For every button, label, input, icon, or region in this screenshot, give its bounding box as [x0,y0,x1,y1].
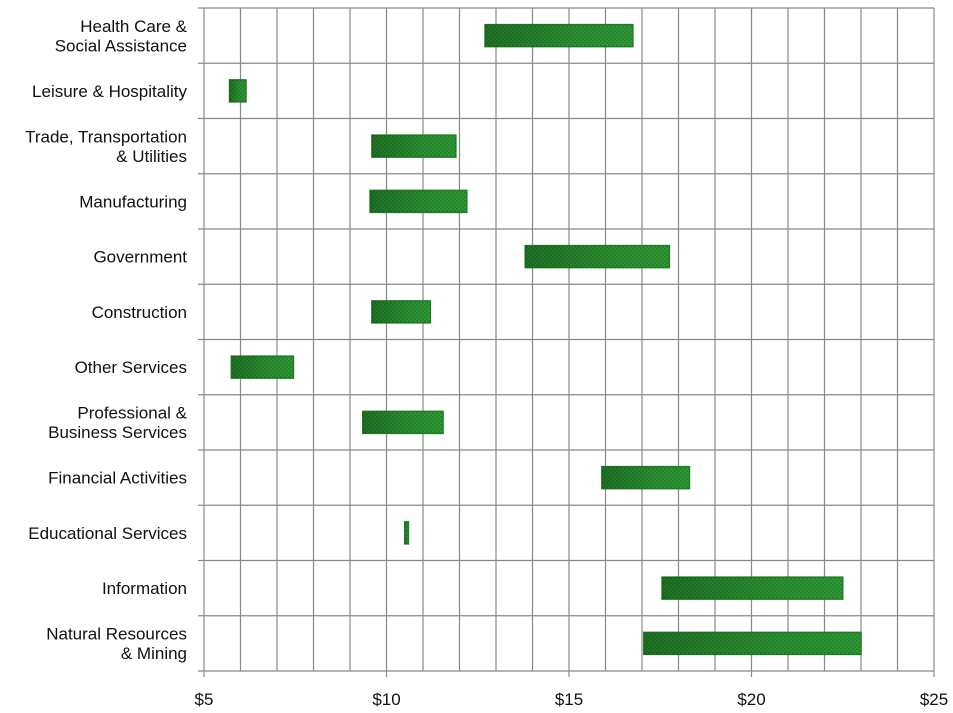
bar-1 [228,79,247,103]
bar-9 [404,521,410,545]
x-tick-labels: $5 $10 $15 $20 $25 [195,690,949,709]
bar-shade [231,356,294,379]
category-label: Leisure & Hospitality [32,82,187,101]
bars [228,23,862,656]
bar-shade [362,411,444,434]
category-label: Social Assistance [55,36,187,55]
category-labels: Health Care &Social Assistance Leisure & … [25,17,188,663]
bar-10 [661,576,844,600]
category-label: Other Services [75,358,187,377]
bar-shade [485,24,633,47]
category-label: Government [93,248,187,267]
x-tick-label: $25 [920,690,948,709]
bar-2 [371,134,457,158]
bar-shade [662,577,843,600]
bar-7 [362,410,444,435]
category-label: & Utilities [116,147,187,166]
bar-shade [643,632,861,655]
bar-shade [371,300,431,323]
bar-3 [369,189,468,214]
bar-11 [643,631,862,656]
category-label: Educational Services [28,524,187,543]
category-label: Trade, Transportation [25,127,187,146]
bar-shade [525,245,670,268]
category-label: Manufacturing [79,192,187,211]
category-label: Professional & [77,404,187,423]
bar-8 [601,465,691,490]
category-label: Information [102,579,187,598]
category-label: Construction [92,303,187,322]
bar-5 [371,300,432,324]
category-label: Business Services [48,423,187,442]
bar-shade [229,79,246,102]
bar-4 [524,244,671,269]
x-tick-label: $15 [555,690,583,709]
x-tick-label: $20 [737,690,765,709]
bar-6 [230,355,295,379]
bar-shade [601,466,690,489]
x-tick-label: $10 [372,690,400,709]
bar-shade [371,135,456,158]
bar-shade [404,521,409,544]
category-label: & Mining [121,644,187,663]
bar-shade [370,190,467,213]
x-tick-label: $5 [195,690,214,709]
category-label: Financial Activities [48,469,187,488]
grid-lines [198,7,935,677]
category-label: Natural Resources [46,625,187,644]
category-label: Health Care & [80,17,187,36]
bar-0 [484,23,634,48]
